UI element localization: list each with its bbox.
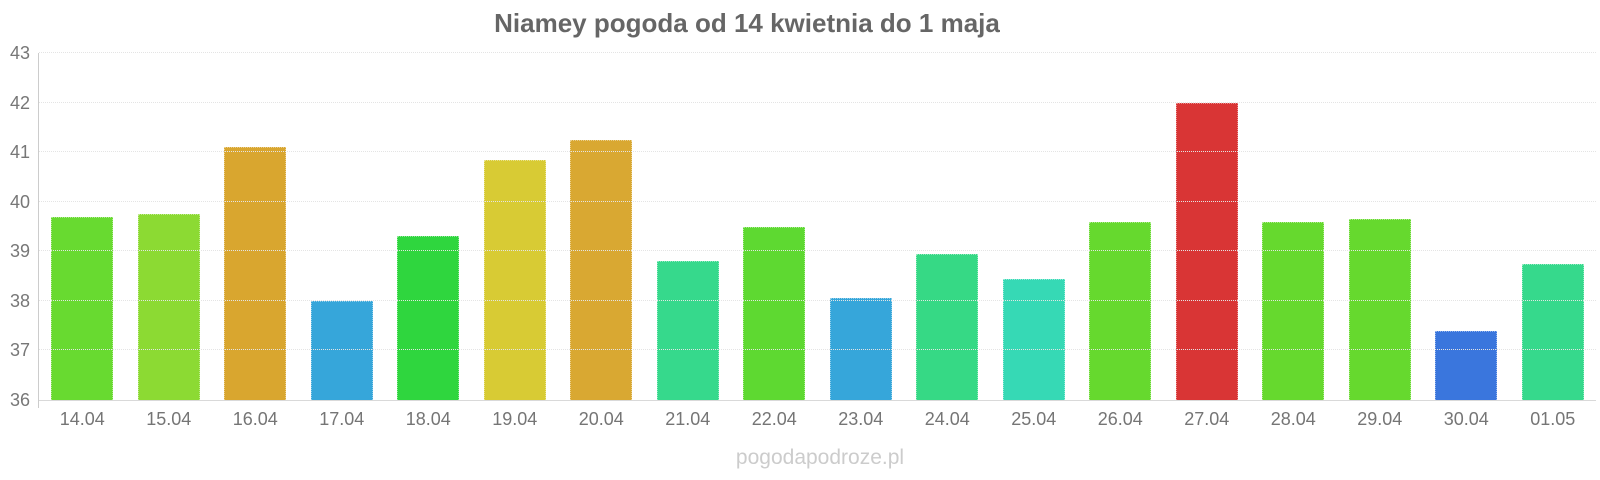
watermark: pogodapodroze.pl xyxy=(735,446,905,469)
bar-group-25.04: 25.04 xyxy=(991,53,1078,429)
temperature-bar-30.04[interactable] xyxy=(1435,330,1498,400)
temperature-bar-24.04[interactable] xyxy=(916,253,979,400)
temperature-bar-15.04[interactable] xyxy=(137,214,200,400)
x-axis-label-26.04: 26.04 xyxy=(1097,409,1143,429)
temperature-bar-18.04[interactable] xyxy=(397,236,460,400)
temperature-bar-28.04[interactable] xyxy=(1262,221,1325,400)
bar-group-01.05: 01.05 xyxy=(1510,53,1597,429)
x-axis-label-17.04: 17.04 xyxy=(319,409,365,429)
temperature-bar-29.04[interactable] xyxy=(1348,219,1411,400)
x-axis-label-18.04: 18.04 xyxy=(405,409,451,429)
y-axis-tick-label: 43 xyxy=(9,43,30,63)
temperature-bar-19.04[interactable] xyxy=(483,159,546,400)
temperature-bar-26.04[interactable] xyxy=(1089,221,1152,400)
x-axis-label-01.05: 01.05 xyxy=(1530,409,1576,429)
bar-group-29.04: 29.04 xyxy=(1337,53,1424,429)
gridline-42 xyxy=(39,101,1596,103)
x-axis-label-19.04: 19.04 xyxy=(492,409,538,429)
bar-group-23.04: 23.04 xyxy=(818,53,905,429)
bar-group-28.04: 28.04 xyxy=(1250,53,1337,429)
gridline-39 xyxy=(39,250,1596,252)
bar-group-14.04: 14.04 xyxy=(39,53,126,429)
bar-group-20.04: 20.04 xyxy=(558,53,645,429)
temperature-bar-23.04[interactable] xyxy=(829,298,892,400)
gridline-41 xyxy=(39,151,1596,153)
bars-container: 14.04 15.04 16.04 17.04 18.04 19.04 20.04 21.04… xyxy=(39,53,1597,429)
x-axis-label-22.04: 22.04 xyxy=(751,409,797,429)
x-axis-label-20.04: 20.04 xyxy=(578,409,624,429)
y-axis-tick-label: 41 xyxy=(9,142,30,163)
x-axis-label-29.04: 29.04 xyxy=(1357,409,1403,429)
temperature-bar-20.04[interactable] xyxy=(570,139,633,400)
x-axis-label-27.04: 27.04 xyxy=(1184,409,1230,429)
x-axis-label-30.04: 30.04 xyxy=(1443,409,1489,429)
bar-group-27.04: 27.04 xyxy=(1164,53,1251,429)
bar-group-26.04: 26.04 xyxy=(1077,53,1164,429)
bar-group-30.04: 30.04 xyxy=(1423,53,1510,429)
bar-group-16.04: 16.04 xyxy=(212,53,299,429)
gridline-40 xyxy=(39,200,1596,202)
temperature-bar-22.04[interactable] xyxy=(743,226,806,400)
gridline-38 xyxy=(39,299,1596,301)
bar-group-24.04: 24.04 xyxy=(904,53,991,429)
x-axis-label-15.04: 15.04 xyxy=(146,409,192,429)
y-axis-tick-label: 39 xyxy=(9,241,30,262)
x-axis-label-25.04: 25.04 xyxy=(1011,409,1057,429)
x-axis-label-23.04: 23.04 xyxy=(838,409,884,429)
x-axis-label-28.04: 28.04 xyxy=(1270,409,1316,429)
y-axis-tick-label: 38 xyxy=(9,290,30,311)
temperature-bar-16.04[interactable] xyxy=(224,147,287,400)
y-axis-tick-label: 36 xyxy=(9,390,30,410)
temperature-bar-25.04[interactable] xyxy=(1002,278,1065,400)
temperature-bar-01.05[interactable] xyxy=(1521,263,1584,400)
temperature-bar-14.04[interactable] xyxy=(51,216,114,400)
y-axis-tick-label: 40 xyxy=(9,191,30,212)
x-axis-label-21.04: 21.04 xyxy=(665,409,711,429)
plot-area: 14.04 15.04 16.04 17.04 18.04 19.04 20.04 21.04… xyxy=(39,52,1597,429)
chart-title: Niamey pogoda od 14 kwietnia do 1 maja xyxy=(494,8,1000,38)
y-axis-line xyxy=(38,53,39,408)
bar-group-21.04: 21.04 xyxy=(645,53,732,429)
gridline-43 xyxy=(39,52,1596,53)
bar-group-18.04: 18.04 xyxy=(385,53,472,429)
y-axis-tick-label: 42 xyxy=(9,92,30,113)
x-axis-label-24.04: 24.04 xyxy=(924,409,970,429)
bar-group-17.04: 17.04 xyxy=(299,53,386,429)
bar-group-15.04: 15.04 xyxy=(126,53,213,429)
y-axis-labels: 36 37 38 39 40 41 42 43 xyxy=(0,44,32,409)
bar-group-22.04: 22.04 xyxy=(731,53,818,429)
temperature-bar-21.04[interactable] xyxy=(656,261,719,400)
x-axis-label-16.04: 16.04 xyxy=(232,409,278,429)
bar-group-19.04: 19.04 xyxy=(472,53,559,429)
gridline-37 xyxy=(39,349,1596,351)
y-axis-tick-label: 37 xyxy=(9,340,30,361)
x-axis-label-14.04: 14.04 xyxy=(59,409,105,429)
